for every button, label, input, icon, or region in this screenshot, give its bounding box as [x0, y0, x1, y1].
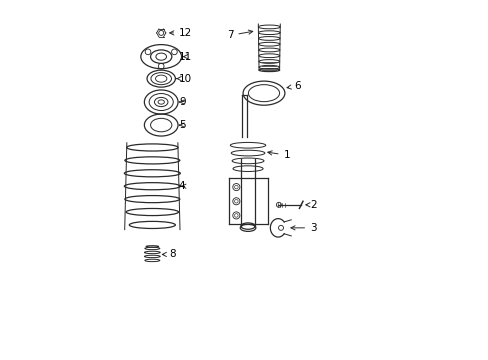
Text: 12: 12	[169, 28, 192, 38]
Text: 3: 3	[290, 223, 316, 233]
Text: 4: 4	[179, 181, 185, 191]
Text: 2: 2	[305, 200, 316, 210]
Text: 11: 11	[179, 51, 192, 62]
Text: 7: 7	[226, 30, 252, 40]
Text: 5: 5	[179, 120, 185, 130]
Text: 9: 9	[179, 97, 185, 107]
Text: 6: 6	[286, 81, 300, 91]
Text: 10: 10	[176, 74, 192, 84]
Text: 1: 1	[267, 150, 289, 160]
Text: 8: 8	[162, 249, 176, 260]
